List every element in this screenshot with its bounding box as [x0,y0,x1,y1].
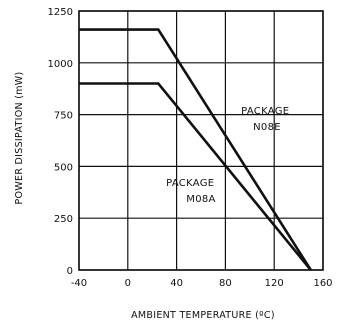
series-line-m08a [79,82,312,271]
y-tick-label: 750 [54,111,73,122]
y-tick-label: 500 [54,162,73,173]
annotation-n08e-line2: N08E [253,122,281,133]
annotation-m08a-line2: M08A [186,194,215,205]
y-axis-label: POWER DISSIPATION (mW) [14,72,25,205]
y-tick-label: 1250 [48,7,73,18]
series-layer [79,28,312,271]
annotation-n08e-line1: PACKAGE [241,106,289,117]
x-tick-label: 40 [170,278,183,289]
y-tick-label: 1000 [48,59,73,70]
x-tick-label: 120 [265,278,284,289]
x-tick-label: 0 [125,278,131,289]
annotation-n08e: PACKAGE N08E [241,106,293,133]
x-tick-label: 160 [313,278,332,289]
x-axis-label: AMBIENT TEMPERATURE (ºC) [131,310,275,321]
plot-frame [78,10,324,271]
annotation-m08a-line1: PACKAGE [166,178,214,189]
y-tick-label: 250 [54,214,73,225]
x-tick-label: 80 [219,278,232,289]
series-line-n08e [79,28,312,271]
annotation-m08a: PACKAGE M08A [166,178,218,205]
x-tick-label: -40 [71,278,87,289]
y-tick-label: 0 [67,266,73,277]
